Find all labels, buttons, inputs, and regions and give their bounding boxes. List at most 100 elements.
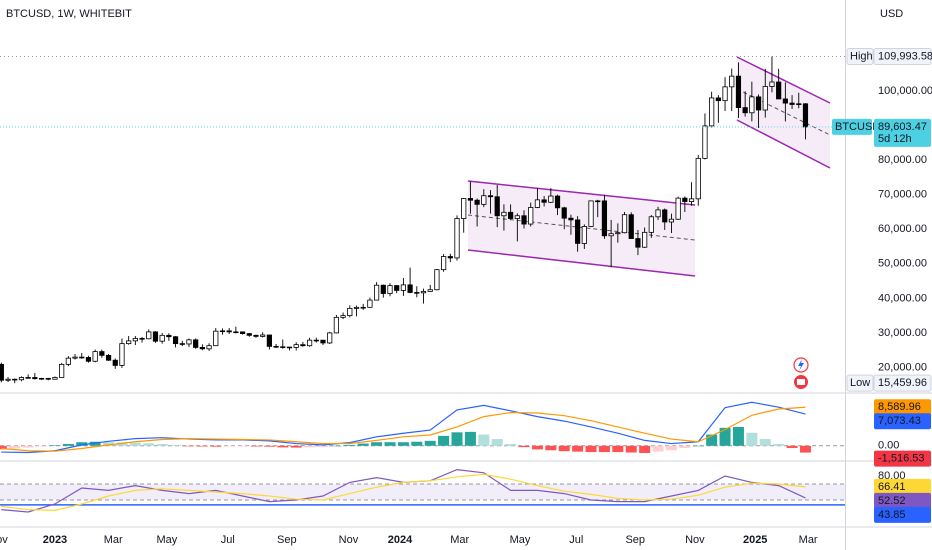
x-tick-label: Sep: [277, 534, 297, 546]
candle-body: [528, 207, 534, 225]
last-value-label: 43.85: [878, 509, 906, 521]
candle-body: [407, 284, 413, 293]
histogram-bar: [290, 445, 302, 448]
candle-body: [802, 103, 809, 128]
event-icons[interactable]: [793, 357, 809, 389]
histogram-bar: [277, 445, 289, 448]
histogram-bar: [491, 439, 503, 446]
candle-body: [628, 214, 634, 239]
histogram-bar: [103, 442, 115, 446]
candle-body: [179, 343, 185, 345]
last-value-label-box: [874, 450, 931, 467]
candle-body: [621, 214, 628, 234]
histogram-bar: [505, 443, 517, 446]
macd-line: [1, 406, 806, 452]
candle-body: [0, 363, 4, 381]
candle-body: [501, 211, 507, 217]
histogram-bar: [263, 445, 275, 447]
icon-flag-glyph: [797, 379, 805, 385]
last-value-box: [874, 118, 931, 147]
candle-body: [206, 345, 212, 350]
candle-body: [749, 96, 755, 114]
histogram-bar: [22, 445, 34, 448]
candle-body: [534, 199, 541, 208]
candle-body: [601, 200, 608, 237]
histogram-bar: [397, 442, 409, 446]
histogram-bar: [732, 426, 744, 446]
candle-body: [79, 356, 85, 359]
last-value-label-box: [874, 399, 931, 416]
histogram-bar: [464, 431, 476, 446]
y-tick-label: 60,000.00: [878, 223, 927, 235]
candle-body: [548, 195, 554, 203]
candle-body: [521, 215, 527, 225]
histogram-bar: [786, 445, 798, 449]
histogram-bar: [129, 442, 141, 446]
histogram-bar: [116, 442, 128, 446]
candle-body: [105, 354, 112, 361]
histogram-bar: [639, 445, 651, 453]
histogram-bar: [545, 445, 557, 451]
histogram-bar: [625, 445, 637, 453]
histogram-bar: [196, 445, 208, 447]
candle-body: [367, 299, 373, 308]
histogram-bar: [76, 442, 88, 446]
candle-body: [487, 195, 494, 198]
histogram-bar: [183, 445, 195, 447]
channel-bottom: [467, 249, 696, 277]
histogram-bar: [371, 442, 383, 446]
candle-body: [286, 346, 293, 349]
candle-body: [126, 340, 132, 345]
last-value-label: 7,073.43: [878, 415, 921, 427]
x-tick-label: Nov: [685, 534, 705, 546]
x-tick-label: Mar: [799, 534, 818, 546]
symbol-title: BTCUSD, 1W, WHITEBIT: [6, 8, 132, 20]
candle-body: [796, 103, 802, 105]
candle-body: [755, 96, 762, 111]
low-value: 15,459.96: [878, 377, 927, 389]
candle-body: [65, 357, 71, 365]
histogram-bar: [598, 445, 610, 453]
histogram-bar: [330, 445, 342, 447]
candle-body: [474, 199, 480, 205]
currency: USD: [880, 8, 903, 20]
candle-body: [742, 107, 748, 114]
candle-body: [18, 377, 25, 381]
candle-body: [461, 198, 467, 219]
x-tick-label: May: [156, 534, 177, 546]
histogram-bar: [518, 445, 530, 448]
histogram-bar: [344, 444, 356, 446]
x-tick-label: Jul: [569, 534, 583, 546]
y-tick-label: 50,000.00: [878, 258, 927, 270]
candle-body: [327, 332, 333, 344]
candle-body: [655, 209, 661, 218]
y-tick-label: 20,000.00: [878, 361, 927, 373]
candle-body: [280, 346, 286, 348]
candle-body: [380, 284, 386, 294]
last-value-label-box: [874, 492, 931, 509]
candle-body: [12, 378, 18, 381]
candle-body: [575, 219, 581, 244]
candle-body: [306, 339, 313, 347]
last-value-label-box: [874, 506, 931, 523]
histogram-bar: [170, 444, 182, 446]
candle-body: [213, 330, 219, 347]
candle-body: [99, 351, 105, 356]
channel-bottom: [736, 119, 831, 169]
candle-body: [340, 315, 346, 318]
candle-body: [226, 330, 232, 333]
histogram-bar: [665, 445, 677, 451]
candle-body: [85, 357, 92, 362]
histogram-bar: [49, 445, 61, 446]
candle-body: [595, 200, 601, 203]
candle-body: [441, 256, 447, 271]
low-value-box: [873, 374, 932, 392]
candle-body: [662, 209, 668, 223]
candle-body: [467, 198, 474, 201]
histogram-bar: [451, 432, 463, 446]
icon-flash-glyph: [798, 359, 804, 371]
candle-body: [434, 269, 440, 291]
histogram-bar: [62, 443, 74, 446]
histogram-bar: [585, 445, 597, 453]
candle-body: [789, 102, 795, 105]
